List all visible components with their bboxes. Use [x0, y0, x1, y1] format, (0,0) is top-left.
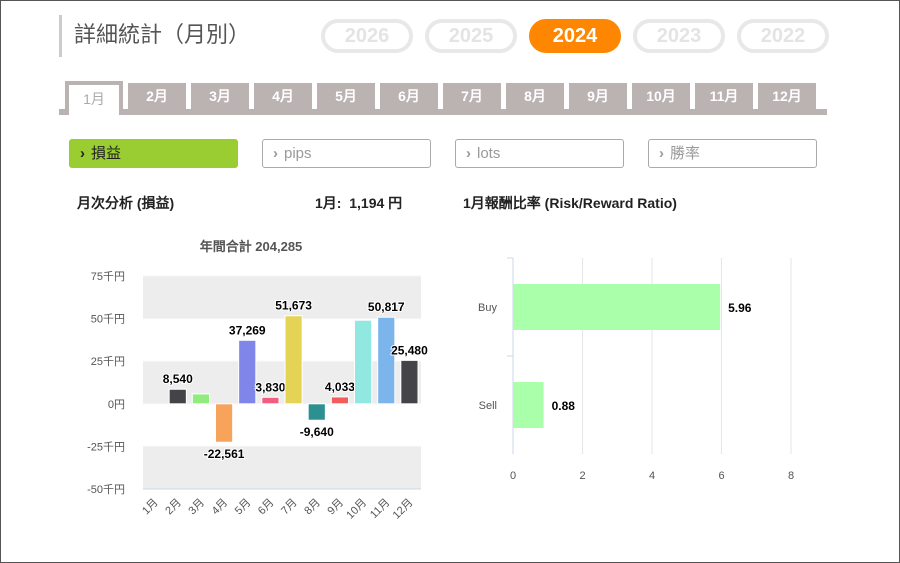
chevron-right-icon: ›	[80, 145, 85, 162]
data-label: 0.88	[552, 399, 576, 413]
x-tick-label: 3月	[186, 497, 207, 518]
metric-button-2[interactable]: › lots	[455, 139, 624, 168]
chevron-right-icon: ›	[466, 145, 471, 162]
data-label: 50,817	[368, 300, 405, 314]
x-tick-label: 7月	[279, 497, 300, 518]
year-button-2026[interactable]: 2026	[321, 19, 413, 53]
x-tick-label: 4	[649, 470, 655, 482]
x-tick-label: 5月	[233, 497, 254, 518]
tab-month-12[interactable]: 12月	[758, 83, 816, 109]
tab-month-7[interactable]: 7月	[443, 83, 501, 109]
metric-button-0[interactable]: › 損益	[69, 139, 238, 168]
y-tick-label: 75千円	[91, 270, 125, 283]
bar-Buy	[513, 284, 721, 330]
metric-button-3[interactable]: › 勝率	[648, 139, 817, 168]
year-button-2022[interactable]: 2022	[737, 19, 829, 53]
x-tick-label: 8月	[302, 497, 323, 518]
x-tick-label: 8	[788, 470, 794, 482]
tab-month-9[interactable]: 9月	[569, 83, 627, 109]
x-tick-label: 2	[579, 470, 585, 482]
data-label: 5.96	[728, 301, 752, 315]
x-tick-label: 6	[718, 470, 724, 482]
bar-6月	[261, 396, 280, 405]
bar-12月	[400, 359, 419, 405]
bar-2月	[168, 388, 187, 405]
x-tick-label: 4月	[210, 497, 231, 518]
metric-button-1[interactable]: › pips	[262, 139, 431, 168]
bar-8月	[307, 403, 326, 421]
x-tick-label: 6月	[256, 497, 277, 518]
y-tick-label: -50千円	[87, 483, 125, 496]
plot-band	[143, 446, 421, 489]
tab-month-8[interactable]: 8月	[506, 83, 564, 109]
bar-Sell	[513, 382, 544, 428]
tab-month-10[interactable]: 10月	[632, 83, 690, 109]
x-tick-label: 0	[510, 470, 516, 482]
x-tick-label: 9月	[325, 497, 346, 518]
bar-10月	[354, 319, 373, 405]
month-profit-value: 1月: 1,194 円	[315, 195, 403, 211]
year-button-2023[interactable]: 2023	[633, 19, 725, 53]
data-label: 37,269	[229, 323, 266, 337]
bar-5月	[238, 339, 257, 405]
y-tick-label: 25千円	[91, 355, 125, 368]
data-label: 8,540	[163, 372, 193, 386]
x-tick-label: 1月	[140, 497, 161, 518]
metric-label: lots	[477, 145, 501, 162]
tab-month-4[interactable]: 4月	[254, 83, 312, 109]
tab-month-3[interactable]: 3月	[191, 83, 249, 109]
bar-11月	[377, 316, 396, 405]
month-tabs: 1月 2月 3月 4月 5月 6月 7月 8月 9月 10月 11月 12月	[59, 79, 827, 115]
x-tick-label: 12月	[391, 497, 416, 522]
data-label: -22,561	[204, 447, 245, 461]
data-label: 51,673	[275, 299, 312, 313]
bar-3月	[191, 393, 210, 405]
y-tick-label: Sell	[479, 400, 497, 412]
metric-label: 損益	[91, 145, 122, 162]
chevron-right-icon: ›	[659, 145, 664, 162]
bar-7月	[284, 315, 303, 405]
plot-band	[143, 361, 421, 404]
tab-month-6[interactable]: 6月	[380, 83, 438, 109]
monthly-profit-chart: 年間合計 204,285 75千円 50千円 25千円 0円 -25千円 -50千円 1月 8,…	[87, 239, 429, 522]
year-selector: 2026 2025 2024 2023 2022	[321, 19, 829, 53]
data-label: 3,830	[255, 380, 285, 394]
y-tick-label: Buy	[478, 302, 497, 314]
x-tick-label: 11月	[368, 497, 392, 521]
year-button-2024[interactable]: 2024	[529, 19, 621, 53]
tab-month-5[interactable]: 5月	[317, 83, 375, 109]
metric-label: pips	[284, 145, 312, 162]
metric-label: 勝率	[670, 145, 701, 162]
data-label: 4,033	[325, 380, 355, 394]
tab-month-2[interactable]: 2月	[128, 83, 186, 109]
plot-band	[143, 276, 421, 319]
page-title: 詳細統計（月別）	[59, 15, 250, 57]
x-tick-label: 2月	[163, 497, 184, 518]
data-label: 25,480	[391, 343, 428, 357]
tab-month-11[interactable]: 11月	[695, 83, 753, 109]
risk-reward-chart: 0 2 4 6 8 Buy 5.96 Sell 0.88	[478, 257, 794, 482]
y-tick-label: -25千円	[87, 440, 125, 453]
y-tick-label: 50千円	[91, 313, 125, 326]
monthly-analysis-heading: 月次分析 (損益)	[77, 195, 175, 211]
data-label: -9,640	[300, 425, 334, 439]
year-button-2025[interactable]: 2025	[425, 19, 517, 53]
chevron-right-icon: ›	[273, 145, 278, 162]
x-tick-label: 10月	[344, 497, 369, 522]
bar-4月	[215, 403, 234, 443]
bar-9月	[330, 396, 350, 405]
chart-title: 年間合計 204,285	[200, 239, 303, 254]
tab-month-1[interactable]: 1月	[65, 81, 123, 115]
y-tick-label: 0円	[108, 399, 125, 411]
risk-reward-heading: 1月報酬比率 (Risk/Reward Ratio)	[463, 195, 677, 211]
